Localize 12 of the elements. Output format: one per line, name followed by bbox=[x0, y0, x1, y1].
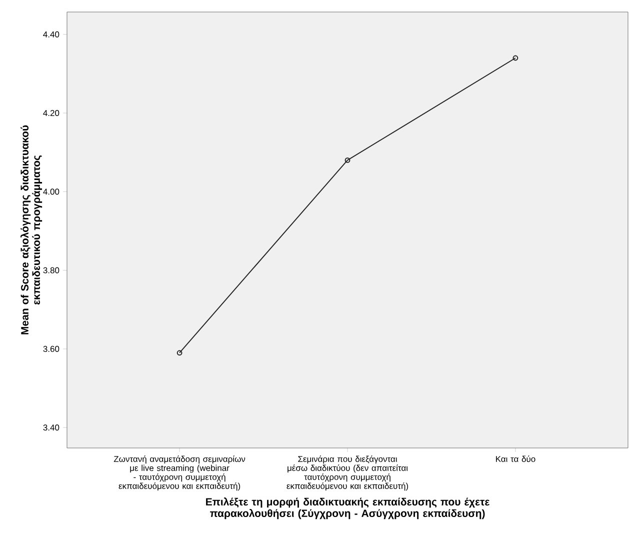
point bbox=[344, 158, 350, 163]
y-tick-label: 4.40 bbox=[43, 31, 60, 38]
x-axis-title: Επιλέξτε τη μορφή διαδικτυακής εκπαίδευσης που έχετε παρακολουθήσει (Σύγχρονη - Ασύγχρονη εκπαίδευση) bbox=[206, 498, 490, 520]
x-tick-label: Ζωντανή αναμετάδοση σεμιναρίων με live streaming (webinar - ταυτόχρονη συμμετοχή εκπαιδευόμενου και εκπαιδευτή) bbox=[114, 456, 246, 491]
y-tick-label: 3.80 bbox=[43, 267, 60, 274]
y-tick-label: 3.40 bbox=[43, 424, 60, 431]
y-tick-label: 4.00 bbox=[43, 188, 60, 195]
y-tick-label: 4.20 bbox=[43, 110, 60, 116]
y-tick-label: 3.60 bbox=[43, 346, 60, 352]
x-tick-label: Σεμινάρια που διεξάγονται μέσω διαδικτύου (δεν απαιτείται ταυτόχρονη συμμετοχή εκπαιδευόμενου και εκπαιδευτή) bbox=[286, 456, 408, 491]
y-axis-title: Mean of Score αξιολόγησης διαδικτυακού εκπαιδευτικού προγράμματος bbox=[20, 125, 42, 334]
x-tick-label: Και τα δύο bbox=[496, 456, 536, 462]
